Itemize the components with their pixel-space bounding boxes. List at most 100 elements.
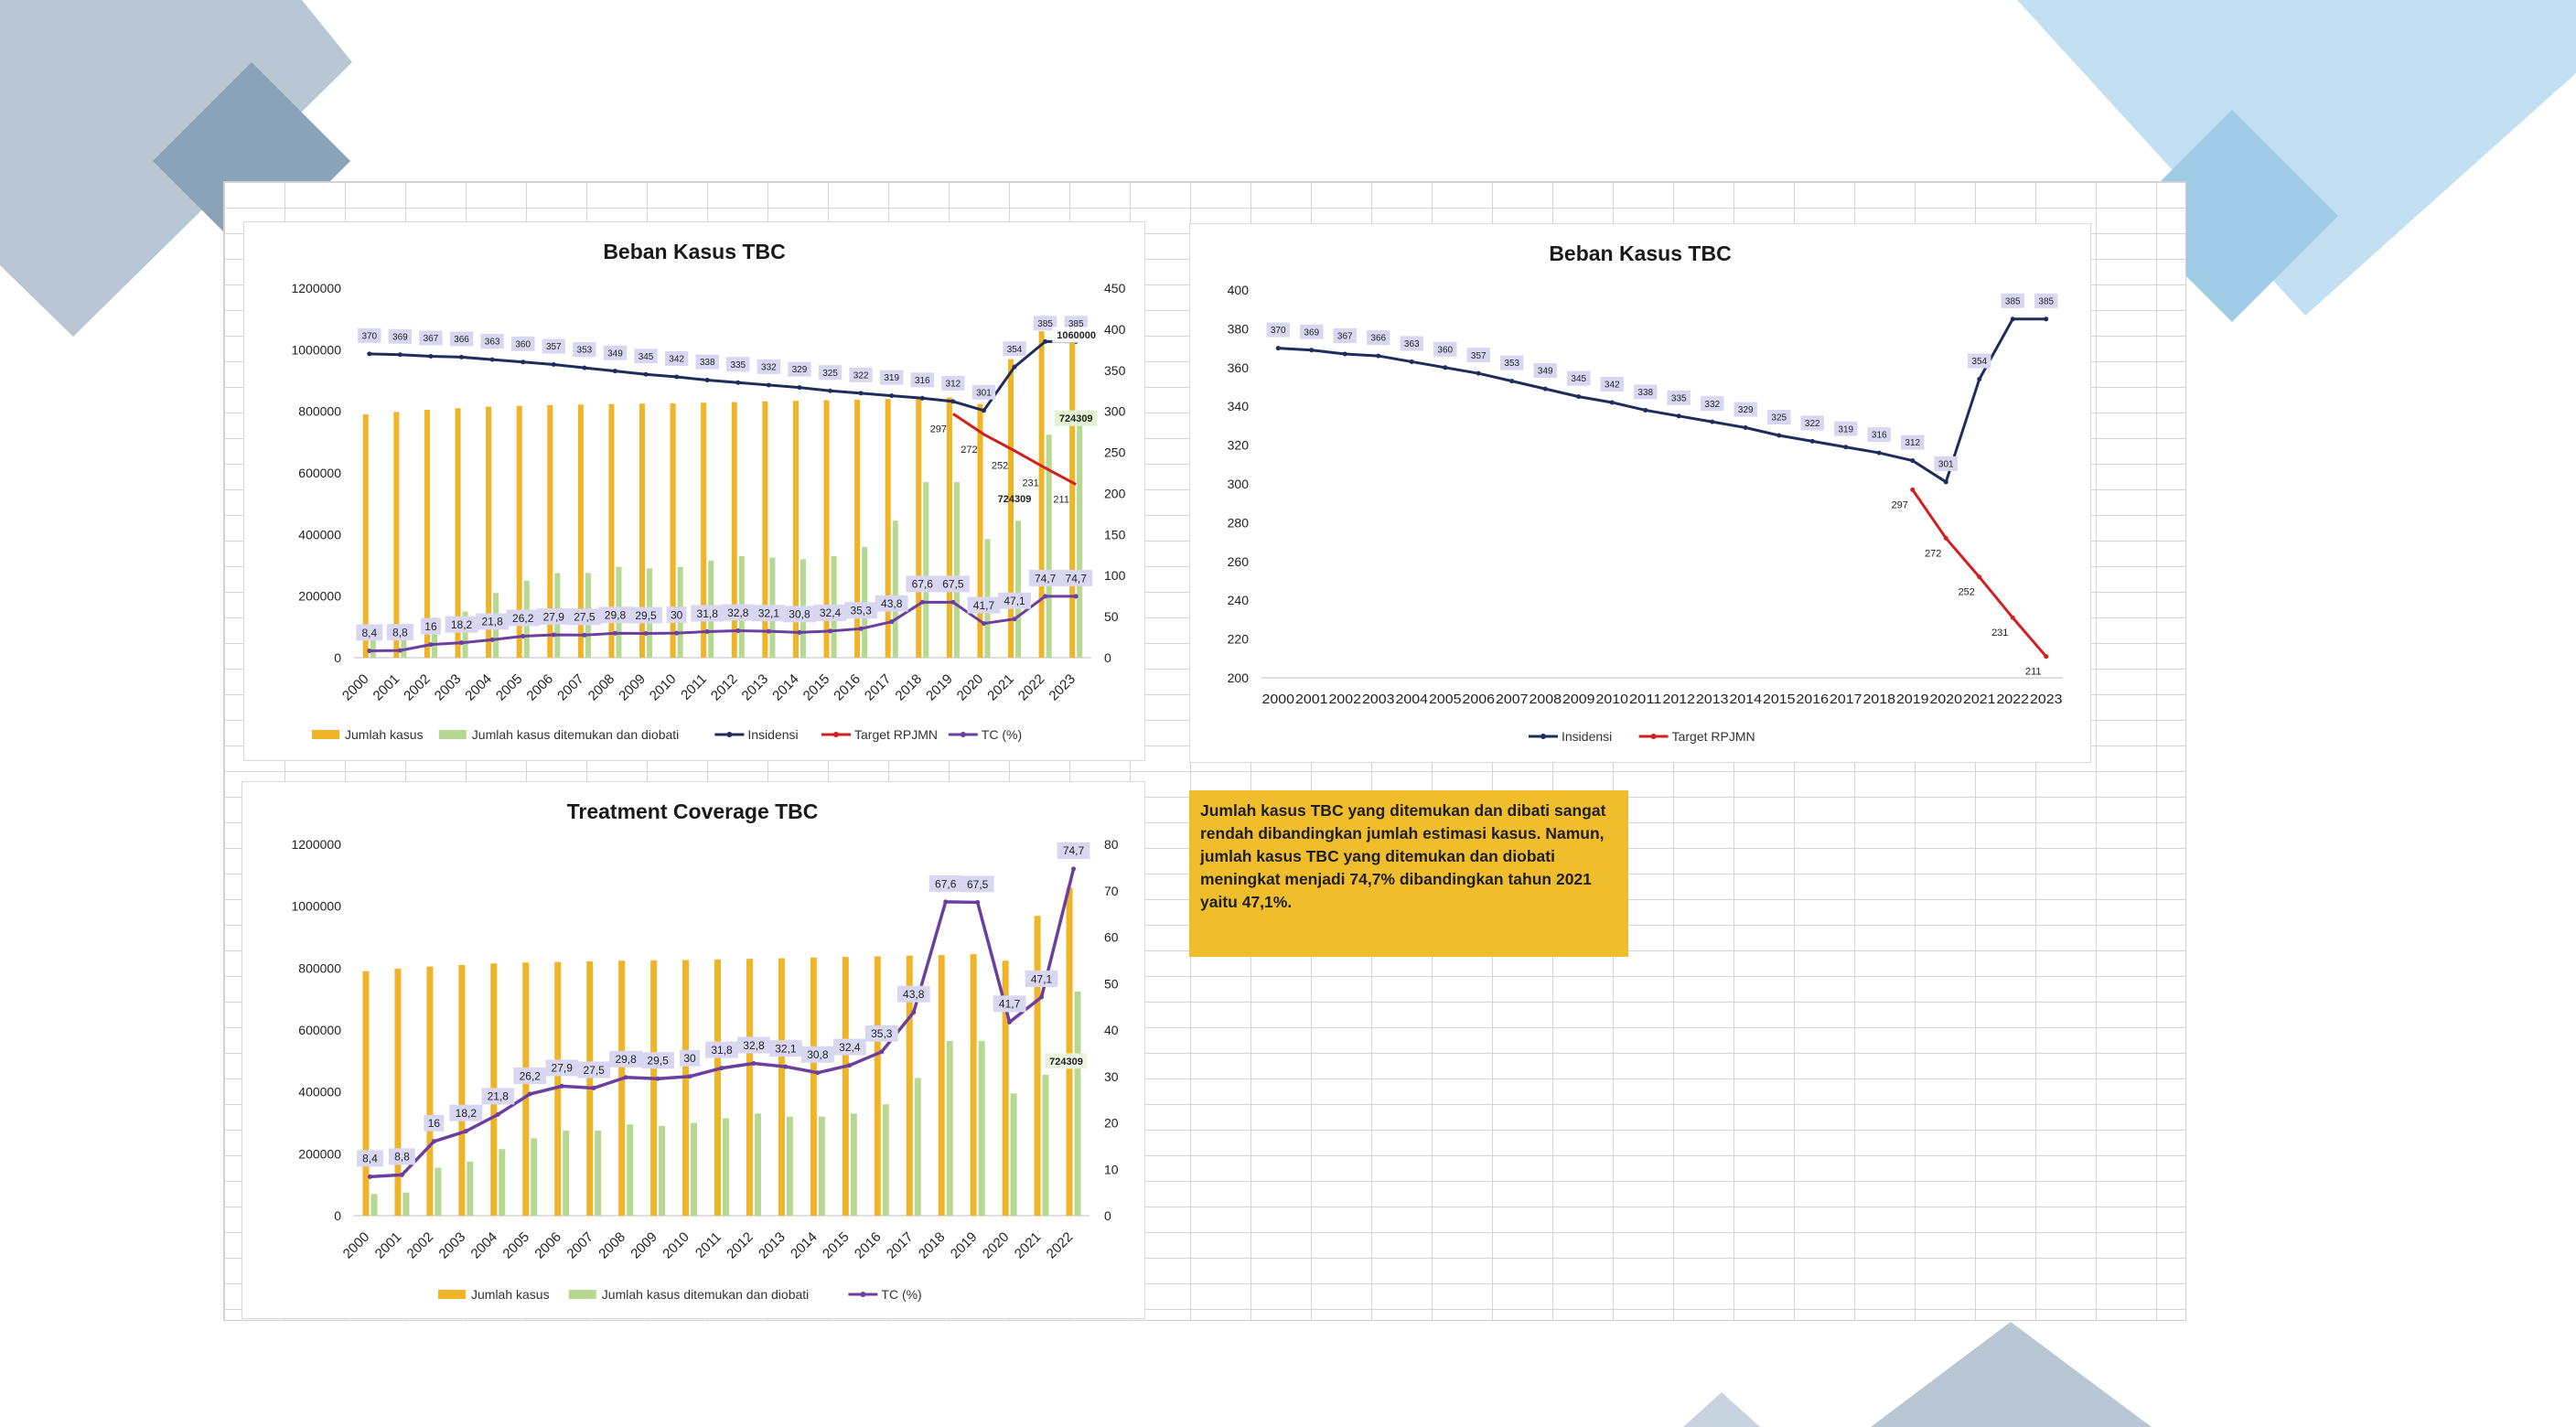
label-tc: 41,7	[973, 599, 995, 612]
label-tc-bg	[481, 1088, 515, 1105]
label-insidensi: 325	[1771, 413, 1787, 424]
label-insidensi: 363	[485, 338, 500, 348]
label-tc-bg	[386, 624, 413, 641]
y2-tick-label: 30	[1104, 1069, 1119, 1084]
label-tc: 43,8	[903, 988, 925, 1001]
bar-jumlah-kasus	[1066, 887, 1073, 1216]
label-insidensi: 335	[730, 360, 746, 370]
series-point	[943, 899, 949, 905]
series-point	[459, 354, 465, 359]
chart-title: Beban Kasus TBC	[603, 240, 785, 263]
label-insidensi: 329	[1738, 405, 1754, 415]
y-tick-label: 360	[1228, 360, 1250, 375]
decor-diamond-bottom	[1871, 1322, 2152, 1427]
bar-jumlah-kasus	[362, 971, 370, 1216]
chart-treatment-coverage[interactable]: Treatment Coverage TBC 0 200000 400000 60000…	[242, 781, 1145, 1319]
series-point	[397, 352, 402, 358]
x-tick-label: 2000	[1262, 692, 1295, 707]
bar-ditemukan	[1010, 1093, 1017, 1216]
series-point	[2044, 654, 2049, 660]
label-tc: 32,8	[743, 1039, 765, 1052]
bar-ditemukan	[754, 1113, 761, 1216]
bar-jumlah-kasus	[486, 406, 492, 658]
label-tc: 41,7	[999, 998, 1021, 1011]
series-point	[489, 357, 495, 362]
x-tick-label: 2014	[1730, 692, 1763, 707]
legend-label-1: Jumlah kasus ditemukan dan diobati	[602, 1287, 809, 1302]
label-tc: 30,8	[807, 1048, 829, 1061]
label-insidensi: 366	[454, 335, 469, 345]
x-tick-label: 2012	[708, 671, 741, 704]
label-tc-bg	[449, 1104, 483, 1121]
label-tc: 29,5	[635, 609, 657, 622]
y2-tick-label: 80	[1104, 837, 1119, 852]
series-point	[1007, 1019, 1013, 1025]
label-tc-bg	[906, 575, 939, 593]
label-insidensi-bg	[573, 342, 596, 358]
series-point	[1743, 425, 1748, 431]
legend-label-1: Jumlah kasus ditemukan dan diobati	[472, 727, 679, 742]
series-point	[551, 632, 556, 638]
legend-swatch-0	[312, 730, 339, 739]
legend-marker-4	[960, 732, 966, 737]
legend-label-2: TC (%)	[881, 1287, 921, 1302]
label-target: 272	[1925, 548, 1941, 559]
label-insidensi: 360	[1437, 345, 1453, 355]
y-tick-label: 300	[1228, 477, 1250, 491]
label-tc: 27,5	[574, 611, 596, 624]
x-tick-label: 2011	[692, 1229, 724, 1261]
series-point	[1809, 438, 1815, 444]
bar-jumlah-kasus	[938, 955, 945, 1216]
bar-jumlah-kasus	[778, 958, 785, 1216]
x-tick-label: 2023	[1046, 671, 1079, 704]
label-insidensi: 345	[639, 352, 654, 362]
bar-ditemukan	[595, 1130, 602, 1216]
label-tc-bg	[993, 995, 1026, 1013]
series-line-3	[952, 413, 1077, 486]
series-point	[1876, 450, 1882, 456]
bar-jumlah-kasus	[792, 401, 799, 658]
series-point	[1012, 364, 1017, 370]
y2-tick-label: 70	[1104, 884, 1119, 898]
bar-ditemukan	[786, 1116, 793, 1216]
chart-beban-kasus-lines[interactable]: Beban Kasus TBC 200 220 240 260 280 300 320 340 3…	[1189, 223, 2091, 763]
bar-jumlah-kasus	[424, 409, 430, 658]
x-tick-label: 2013	[1696, 692, 1729, 707]
series-point	[521, 359, 526, 365]
bar-jumlah-kasus	[426, 966, 434, 1216]
series-point	[1309, 348, 1315, 353]
y2-tick-label: 350	[1104, 363, 1126, 378]
y-tick-label: 200000	[298, 1146, 341, 1161]
label-tc: 67,5	[967, 878, 989, 891]
label-insidensi: 353	[1504, 359, 1519, 369]
chart-beban-kasus-combo[interactable]: Beban Kasus TBC 0 200000 400000 600000 800000…	[243, 221, 1145, 761]
label-tc: 67,6	[935, 877, 957, 890]
label-annotation: 724309	[1059, 413, 1093, 424]
series-point	[1043, 338, 1048, 344]
bar-jumlah-kasus	[854, 399, 861, 658]
label-insidensi-bg	[419, 330, 443, 346]
label-tc: 16	[428, 1117, 441, 1130]
x-tick-label: 2000	[339, 671, 372, 704]
label-tc-bg	[1057, 842, 1090, 859]
label-target: 231	[1991, 628, 2008, 638]
label-annotation-bg	[1045, 1053, 1088, 1069]
label-annotation-bg	[1055, 410, 1098, 426]
x-tick-label: 2000	[340, 1229, 373, 1262]
label-tc-bg	[1025, 970, 1058, 987]
label-insidensi: 370	[361, 331, 377, 341]
label-tc-bg	[1059, 569, 1093, 586]
bar-ditemukan	[467, 1161, 474, 1216]
note-text: Jumlah kasus TBC yang ditemukan dan diba…	[1200, 801, 1606, 911]
x-tick-label: 2017	[1830, 692, 1862, 707]
x-tick-label: 2021	[1012, 1229, 1045, 1262]
series-point	[1043, 594, 1048, 599]
label-tc: 67,6	[912, 578, 934, 591]
label-tc: 29,8	[605, 609, 627, 622]
label-tc: 8,8	[394, 1151, 410, 1164]
series-point	[2010, 317, 2015, 322]
bar-jumlah-kasus	[682, 960, 690, 1216]
series-point	[1275, 346, 1281, 351]
legend-marker-2	[726, 732, 733, 737]
label-tc: 74,7	[1066, 572, 1088, 585]
